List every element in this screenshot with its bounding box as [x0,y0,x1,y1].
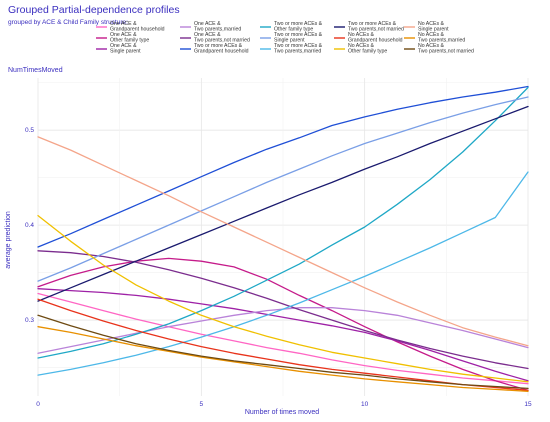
legend-label: Grandparent household [348,37,403,43]
series-line [37,292,529,385]
legend-label: No ACEs & [418,21,444,27]
legend-label: Single parent [274,37,305,43]
x-tick-label: 0 [36,401,40,408]
series-line [37,136,529,347]
legend-label: Grandparent household [110,26,165,32]
chart-title: Grouped Partial-dependence profiles [8,4,180,16]
legend-label: Two parents,married [418,37,465,43]
legend-label: Two or more ACEs & [274,32,323,38]
legend-label: No ACEs & [348,32,374,38]
legend-label: Two parents,not married [194,37,250,43]
legend-label: Single parent [418,26,449,32]
legend-label: Other family type [274,26,313,32]
legend-label: Two parents,not married [348,26,404,32]
x-tick-label: 10 [361,401,369,408]
legend-label: One ACE & [110,43,137,49]
legend-label: Two parents,married [194,26,241,32]
series-line [37,257,529,391]
x-axis-ticks: 0 5 10 15 [36,401,532,408]
series-line [37,171,529,376]
panel-label: NumTimesMoved [8,67,63,74]
series-line [37,250,529,370]
legend-label: Other family type [348,48,387,54]
x-axis-label: Number of times moved [245,409,319,416]
legend-label: No ACEs & [348,43,374,49]
legend-label: No ACEs & [418,32,444,38]
series-line [37,314,529,390]
legend-label: Two or more ACEs & [194,43,243,49]
legend-label: Two parents,married [274,48,321,54]
legend-label: Two or more ACEs & [274,21,323,27]
chart-subtitle: grouped by ACE & Child Family structure: [8,19,128,26]
legend-label: One ACE & [110,32,137,38]
series-line [37,214,529,383]
series-line [37,85,529,248]
legend-label: One ACE & [110,21,137,27]
legend-label: One ACE & [194,32,221,38]
series-line [37,96,529,282]
y-axis-ticks: 0.3 0.4 0.5 [25,127,34,324]
x-tick-label: 5 [200,401,204,408]
series-line [37,288,529,382]
legend-label: No ACEs & [418,43,444,49]
legend-label: Two or more ACEs & [348,21,397,27]
legend-label: Two parents,not married [418,48,474,54]
series-lines [37,85,529,392]
y-tick-label: 0.5 [25,127,34,134]
legend-label: Single parent [110,48,141,54]
legend-label: Other family type [110,37,149,43]
series-line [37,326,529,392]
y-tick-label: 0.4 [25,222,34,229]
legend-label: One ACE & [194,21,221,27]
legend-label: Grandparent household [194,48,249,54]
series-line [37,105,529,302]
x-tick-label: 15 [524,401,532,408]
y-tick-label: 0.3 [25,317,34,324]
y-axis-label: average prediction [5,211,12,269]
legend-label: Two or more ACEs & [274,43,323,49]
